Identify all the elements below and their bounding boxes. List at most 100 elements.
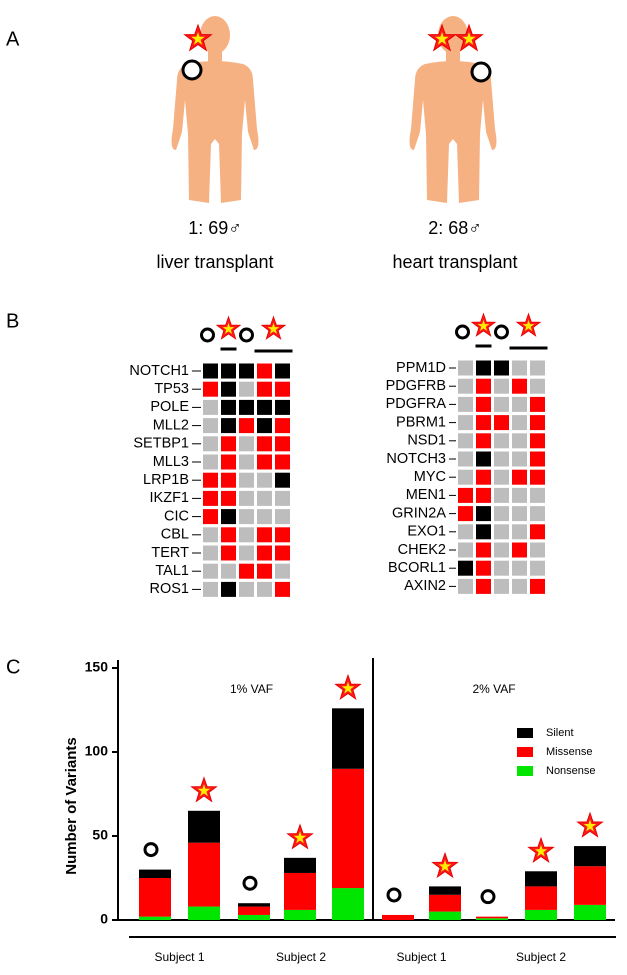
bar-segment: [238, 903, 270, 907]
heatmap-cell: [221, 581, 236, 597]
heatmap-cell: [257, 454, 272, 470]
heatmap-cell: [203, 581, 218, 597]
gene-label: PDGFRB: [386, 378, 446, 394]
heatmap-cell: [239, 454, 254, 470]
heatmap-cell: [257, 381, 272, 397]
heatmap-cell: [476, 560, 491, 576]
bar-segment: [574, 846, 606, 867]
bar-segment: [429, 894, 461, 912]
heatmap-cell: [476, 578, 491, 594]
star-marker: [216, 316, 241, 340]
panel-label: B: [6, 310, 19, 332]
heatmap-cell: [221, 454, 236, 470]
gene-label: NSD1: [407, 433, 446, 449]
heatmap-cell: [458, 396, 473, 412]
bar-segment: [332, 708, 364, 769]
heatmap-cell: [203, 563, 218, 579]
bar-segment: [574, 904, 606, 920]
bar-segment: [139, 869, 171, 878]
circle-marker: [470, 61, 492, 83]
gene-label: POLE: [150, 399, 189, 415]
heatmap-cell: [203, 399, 218, 415]
heatmap-cell: [476, 524, 491, 540]
heatmap-cell: [203, 527, 218, 543]
gene-label: GRIN2A: [392, 505, 446, 521]
heatmap-cell: [203, 509, 218, 525]
gene-label: NOTCH1: [129, 363, 189, 379]
y-tick-label: 150: [85, 659, 109, 675]
heatmap-cell: [476, 360, 491, 376]
heatmap-cell: [221, 363, 236, 379]
heatmap-cell: [458, 415, 473, 431]
star-marker: [516, 313, 541, 337]
star-marker: [335, 674, 361, 700]
circle-marker: [455, 324, 470, 340]
heatmap-cell: [494, 396, 509, 412]
heatmap-cell: [239, 490, 254, 506]
heatmap-cell: [257, 527, 272, 543]
bar-segment: [525, 871, 557, 887]
heatmap-cell: [257, 436, 272, 452]
heatmap-cell: [476, 542, 491, 558]
legend-label: Missense: [546, 746, 592, 758]
circle-marker: [143, 842, 159, 858]
circle-marker: [181, 59, 203, 81]
heatmap-cell: [275, 563, 290, 579]
heatmap-cell: [257, 399, 272, 415]
star-marker: [191, 777, 217, 802]
heatmap-cell: [530, 469, 545, 485]
gene-label: MYC: [414, 469, 446, 485]
y-axis-label: Number of Variants: [63, 737, 80, 875]
star-marker: [287, 824, 313, 849]
heatmap-cell: [275, 454, 290, 470]
heatmap-cell: [494, 415, 509, 431]
heatmap-cell: [239, 381, 254, 397]
star-marker: [261, 316, 286, 340]
subject-caption: heart transplant: [392, 252, 517, 272]
heatmap-cell: [239, 472, 254, 488]
heatmap-cell: [221, 418, 236, 434]
heatmap-cell: [203, 472, 218, 488]
heatmap-cell: [476, 415, 491, 431]
y-tick-label: 50: [92, 827, 108, 843]
heatmap-cell: [239, 399, 254, 415]
facet-title: 2% VAF: [472, 682, 515, 696]
x-group-label: Subject 2: [516, 950, 566, 964]
heatmap-cell: [512, 560, 527, 576]
circle-marker: [242, 875, 258, 891]
heatmap-cell: [239, 418, 254, 434]
bar-segment: [382, 914, 414, 920]
heatmap-cell: [476, 487, 491, 503]
bar-segment: [139, 916, 171, 920]
heatmap-cell: [239, 563, 254, 579]
heatmap-cell: [239, 581, 254, 597]
heatmap-cell: [530, 506, 545, 522]
heatmap-cell: [239, 509, 254, 525]
x-group-label: Subject 2: [276, 950, 326, 964]
bar-segment: [574, 866, 606, 905]
legend-swatch: [517, 766, 533, 776]
heatmap-cell: [476, 469, 491, 485]
heatmap-cell: [530, 487, 545, 503]
heatmap-cell: [494, 524, 509, 540]
heatmap-cell: [512, 415, 527, 431]
gene-label: ROS1: [150, 581, 190, 597]
heatmap-cell: [458, 451, 473, 467]
bar-segment: [284, 872, 316, 910]
panel-label: A: [6, 28, 20, 50]
heatmap-cell: [458, 469, 473, 485]
heatmap-cell: [275, 490, 290, 506]
heatmap-cell: [221, 563, 236, 579]
bar-segment: [476, 918, 508, 920]
heatmap-cell: [221, 490, 236, 506]
heatmap-cell: [458, 524, 473, 540]
heatmap-cell: [221, 509, 236, 525]
heatmap-cell: [494, 469, 509, 485]
heatmap-cell: [275, 436, 290, 452]
bar-segment: [429, 886, 461, 895]
bar-segment: [238, 914, 270, 920]
heatmap-cell: [203, 454, 218, 470]
heatmap-cell: [494, 433, 509, 449]
heatmap-cell: [257, 363, 272, 379]
